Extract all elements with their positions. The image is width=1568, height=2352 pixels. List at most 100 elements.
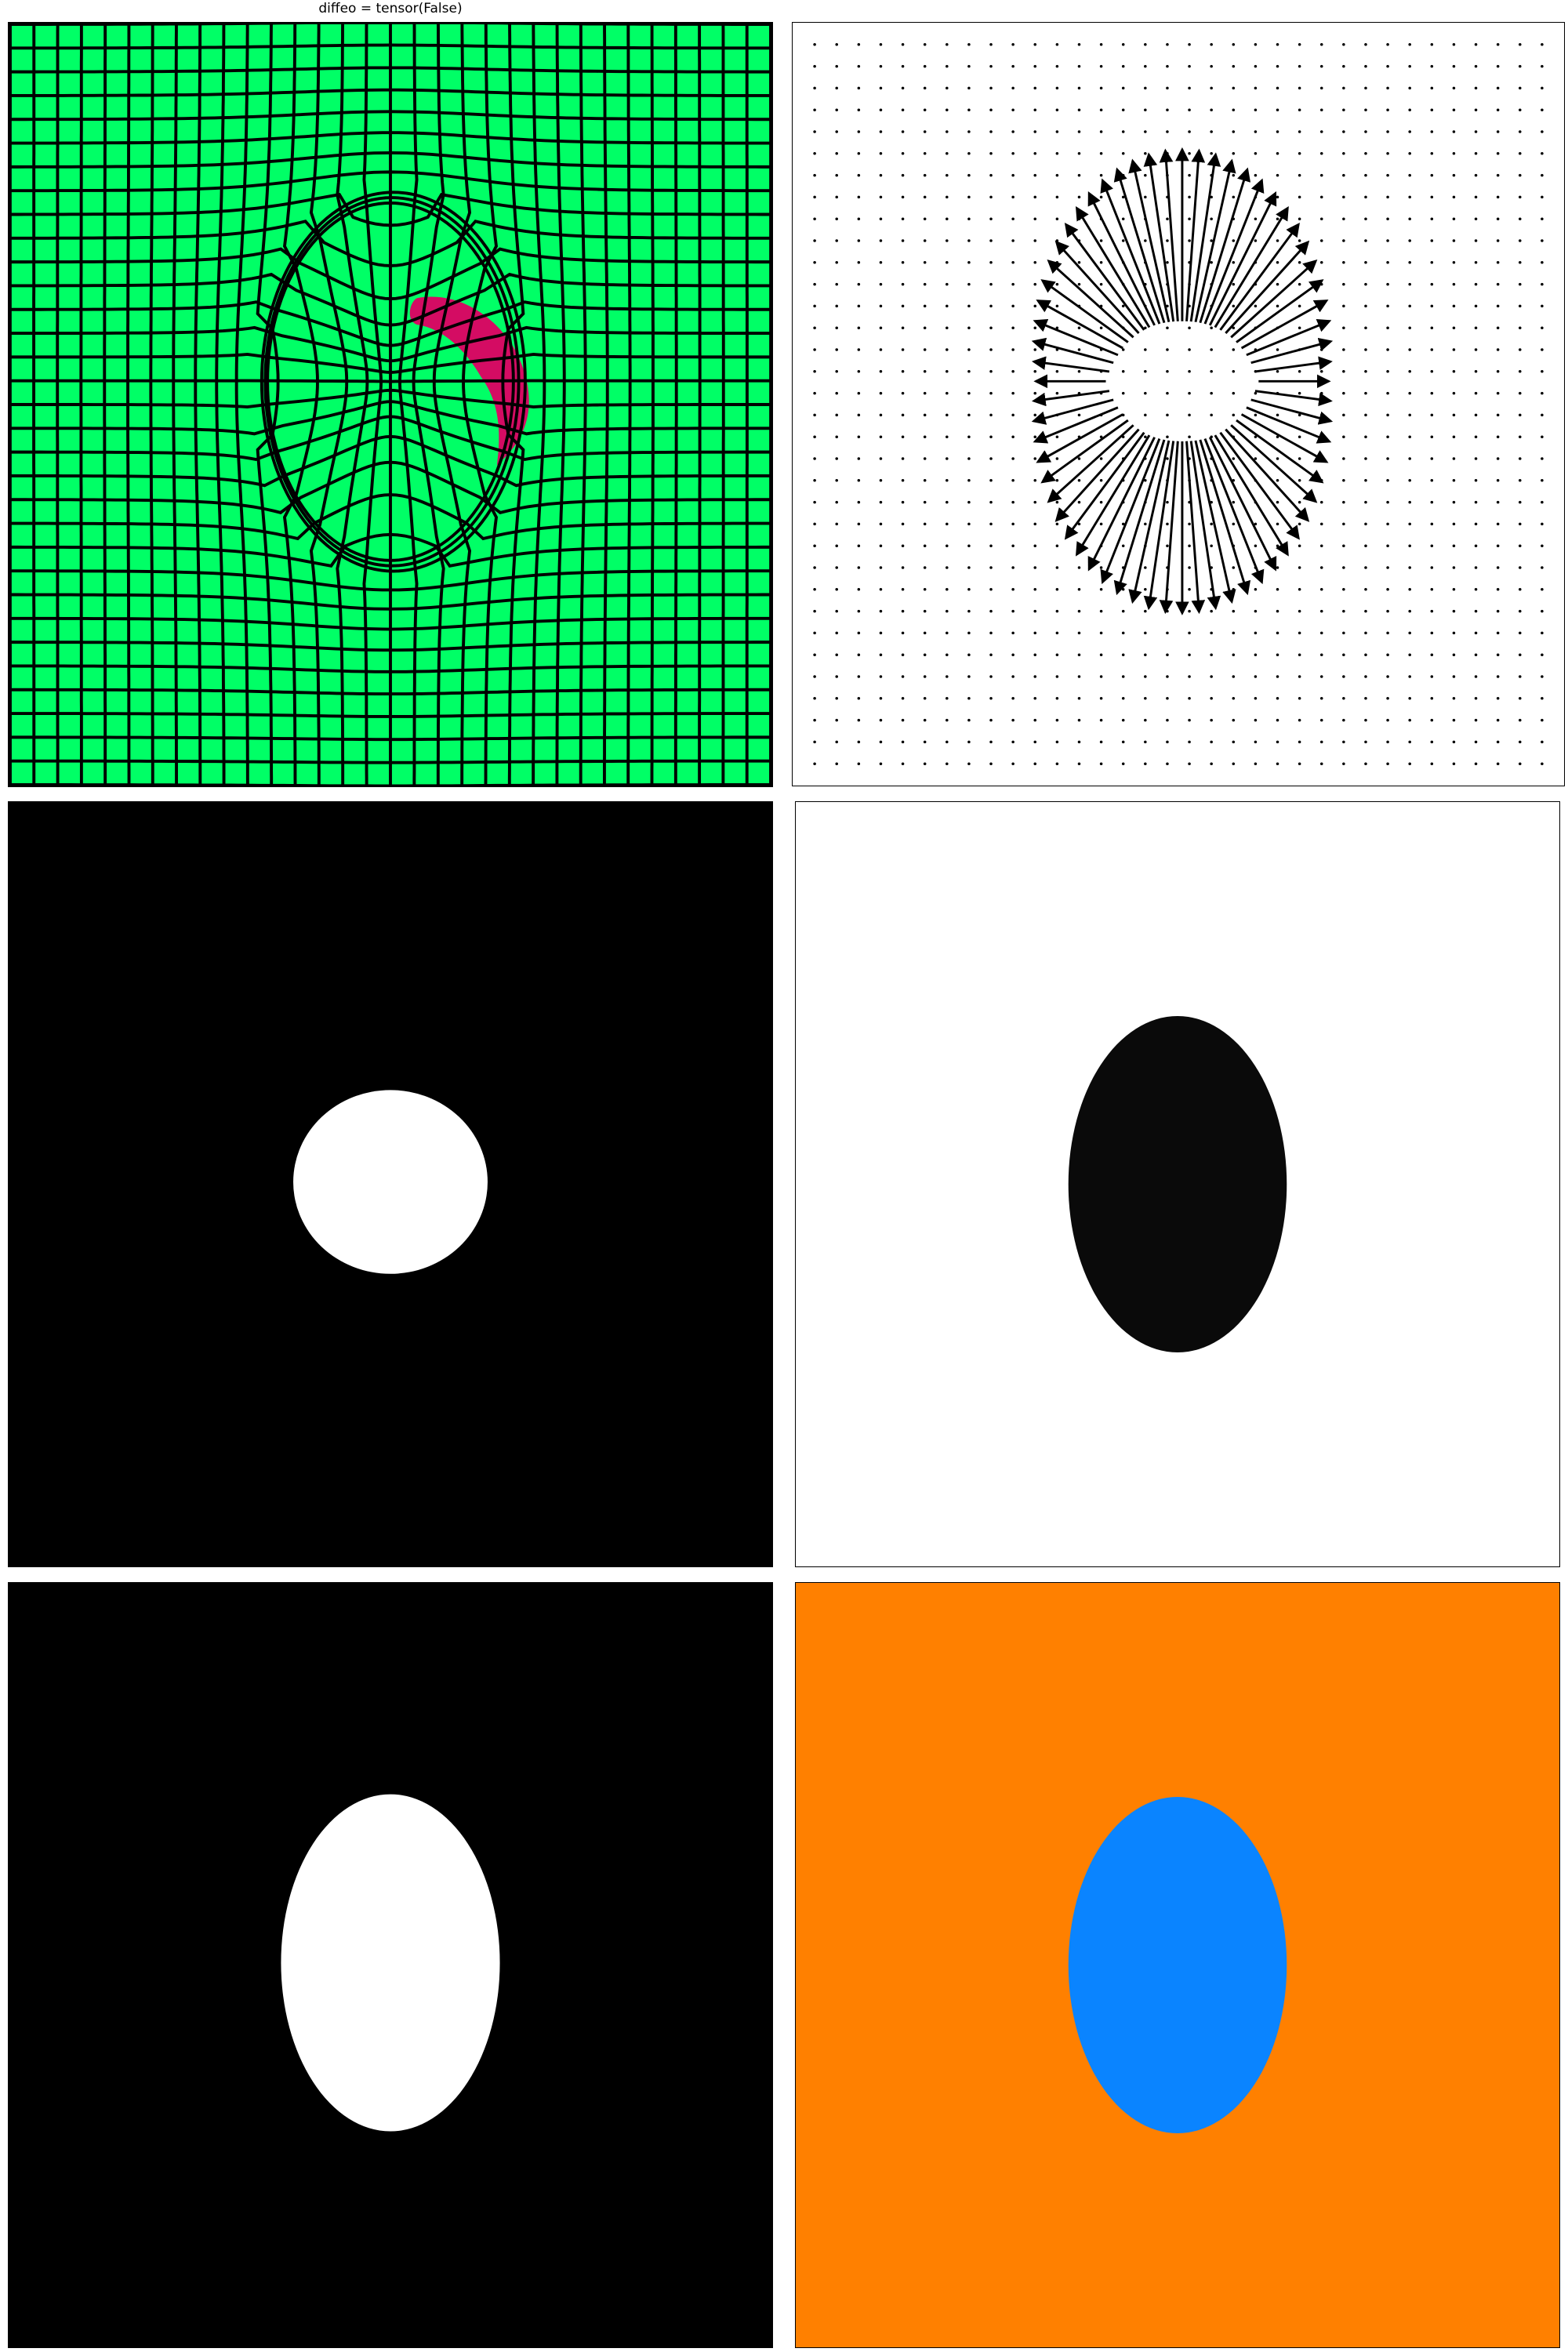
dot-icon — [1276, 282, 1279, 286]
dot-icon — [1188, 653, 1191, 656]
dot-icon — [813, 239, 816, 242]
dot-icon — [1319, 522, 1323, 526]
dot-icon — [813, 457, 816, 460]
dot-icon — [901, 108, 905, 111]
dot-icon — [1166, 391, 1169, 395]
dot-icon — [1099, 631, 1103, 635]
dot-icon — [1364, 631, 1367, 635]
dot-icon — [1496, 544, 1500, 547]
dot-icon — [1541, 500, 1544, 504]
dot-icon — [1077, 370, 1081, 373]
dot-icon — [1298, 130, 1301, 133]
dot-icon — [1188, 326, 1191, 329]
dot-icon — [1055, 239, 1059, 242]
dot-icon — [1276, 304, 1279, 308]
dot-icon — [1408, 609, 1411, 613]
dot-icon — [857, 762, 861, 765]
dot-icon — [1033, 479, 1037, 482]
arrow-icon — [1031, 390, 1110, 407]
dot-icon — [1408, 282, 1411, 286]
dot-icon — [1011, 130, 1014, 133]
arrow-icon — [1225, 240, 1310, 334]
dot-icon — [1408, 130, 1411, 133]
dot-icon — [1386, 457, 1389, 460]
dot-icon — [1496, 86, 1500, 90]
dot-icon — [1364, 609, 1367, 613]
dot-icon — [1033, 675, 1037, 678]
dot-icon — [1496, 457, 1500, 460]
dot-icon — [1319, 261, 1323, 264]
dot-icon — [857, 64, 861, 68]
dot-icon — [1077, 282, 1081, 286]
dot-icon — [1386, 566, 1389, 569]
dot-icon — [1364, 152, 1367, 155]
dot-icon — [1298, 217, 1301, 220]
grid-line-vertical — [673, 24, 678, 785]
dot-icon — [1430, 370, 1434, 373]
dot-icon — [901, 588, 905, 591]
dot-icon — [1474, 457, 1478, 460]
dot-icon — [1298, 479, 1301, 482]
dot-icon — [1011, 391, 1014, 395]
dot-icon — [923, 609, 927, 613]
dot-icon — [1011, 479, 1014, 482]
grid-line-horizontal — [10, 569, 771, 592]
dot-icon — [923, 544, 927, 547]
dot-icon — [1519, 130, 1522, 133]
dot-icon — [1474, 653, 1478, 656]
dot-icon — [989, 740, 993, 744]
dot-icon — [967, 108, 971, 111]
dot-icon — [813, 762, 816, 765]
dot-icon — [1166, 304, 1169, 308]
dot-icon — [946, 479, 949, 482]
dot-icon — [1144, 391, 1147, 395]
dot-icon — [857, 348, 861, 351]
dot-icon — [946, 370, 949, 373]
dot-icon — [879, 718, 883, 722]
dot-icon — [835, 195, 838, 199]
dot-icon — [1496, 108, 1500, 111]
dot-icon — [1055, 261, 1059, 264]
arrow-icon — [1208, 191, 1277, 326]
arrow-icon — [1203, 178, 1265, 325]
dot-icon — [1319, 43, 1323, 46]
dot-icon — [1342, 457, 1345, 460]
dot-icon — [1519, 326, 1522, 329]
dot-icon — [1121, 718, 1125, 722]
dot-icon — [1166, 43, 1169, 46]
dot-icon — [1276, 195, 1279, 199]
dot-icon — [1276, 64, 1279, 68]
dot-icon — [1232, 348, 1236, 351]
dot-icon — [1298, 108, 1301, 111]
grid-boundary-ring — [260, 191, 527, 573]
dot-icon — [1342, 195, 1345, 199]
arrow-icon — [1208, 437, 1277, 572]
dot-icon — [1232, 195, 1236, 199]
dot-icon — [1232, 588, 1236, 591]
dot-icon — [1144, 326, 1147, 329]
dot-icon — [1519, 718, 1522, 722]
dot-icon — [1055, 217, 1059, 220]
dot-icon — [946, 609, 949, 613]
grid-line-vertical — [532, 24, 546, 785]
dot-icon — [989, 261, 993, 264]
dot-icon — [1364, 348, 1367, 351]
dot-icon — [879, 413, 883, 417]
dot-icon — [1408, 195, 1411, 199]
dot-icon — [1430, 522, 1434, 526]
dot-icon — [1452, 522, 1456, 526]
dot-icon — [1519, 740, 1522, 744]
dot-icon — [835, 435, 838, 438]
dot-icon — [813, 64, 816, 68]
dot-icon — [1474, 631, 1478, 635]
dot-icon — [1452, 370, 1456, 373]
arrow-icon — [1189, 152, 1221, 322]
dot-icon — [1188, 718, 1191, 722]
dot-icon — [923, 631, 927, 635]
dot-icon — [1452, 348, 1456, 351]
dot-icon — [1144, 522, 1147, 526]
dot-icon — [1232, 391, 1236, 395]
dot-icon — [1099, 326, 1103, 329]
dot-icon — [1232, 370, 1236, 373]
dot-icon — [1254, 130, 1258, 133]
